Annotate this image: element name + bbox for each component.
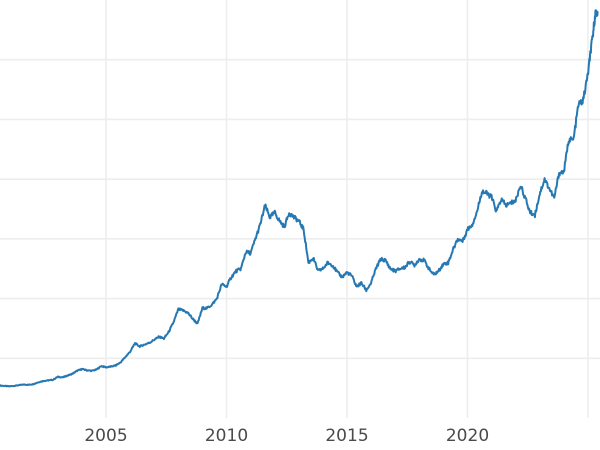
x-axis-labels: 2005 2010 2015 2020 — [0, 418, 600, 450]
series-line-price — [0, 9, 599, 388]
x-tick-label-2020: 2020 — [445, 426, 490, 446]
line-series — [0, 9, 599, 388]
x-tick-label-2010: 2010 — [204, 426, 249, 446]
x-tick-label-2005: 2005 — [84, 426, 128, 446]
plot-area — [0, 0, 600, 418]
x-tick-label-2015: 2015 — [325, 426, 369, 446]
